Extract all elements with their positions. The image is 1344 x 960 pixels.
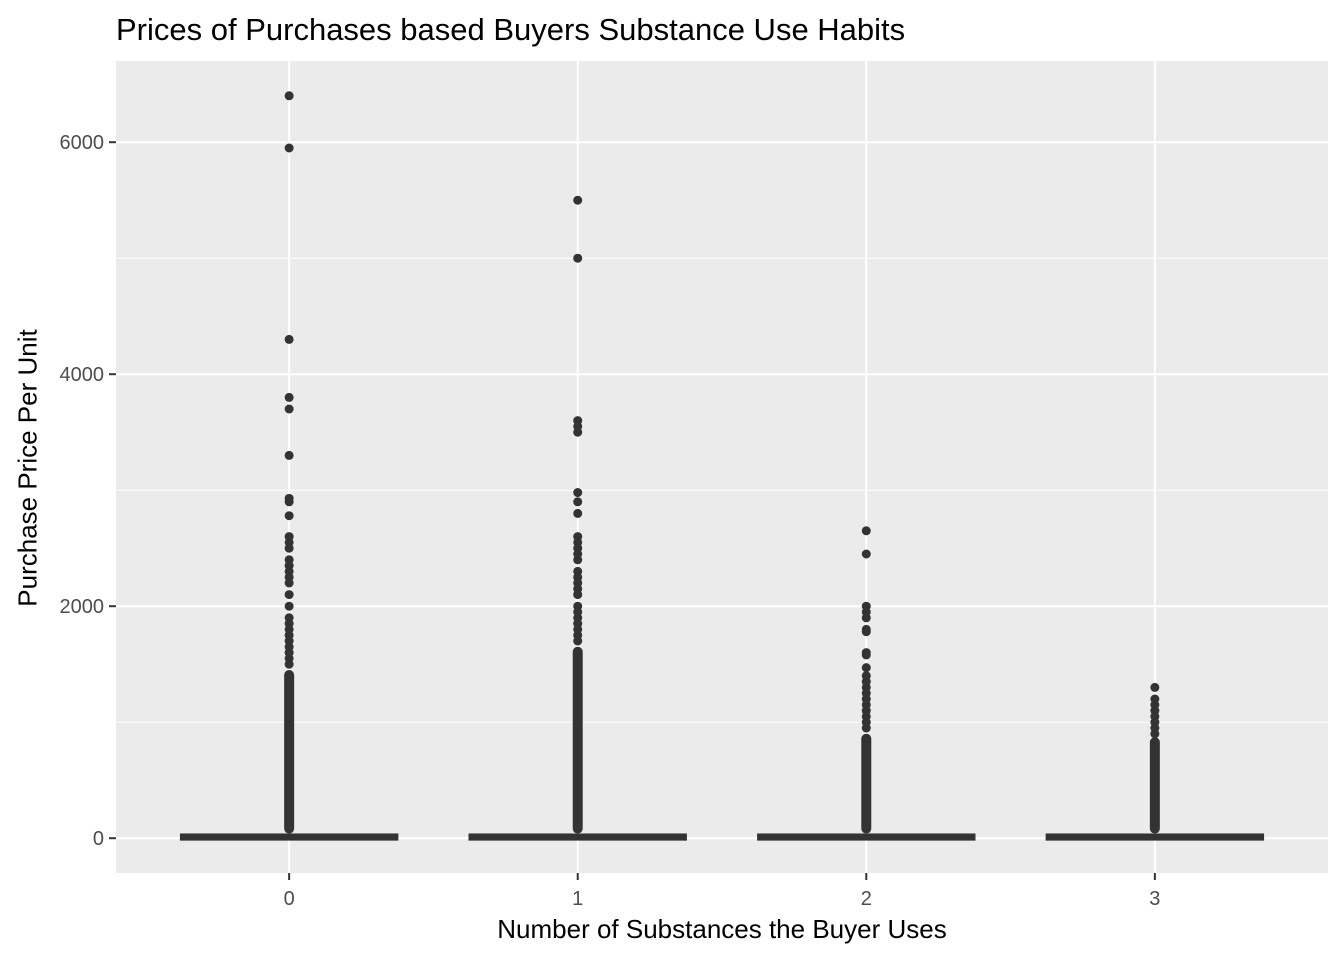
outlier-point: [573, 555, 583, 565]
outlier-point: [861, 627, 871, 637]
outlier-point: [284, 392, 294, 402]
outlier-point: [573, 636, 583, 646]
outlier-point: [861, 650, 871, 660]
plot-panel-background: [116, 61, 1328, 873]
x-tick-label: 3: [1149, 888, 1160, 910]
outlier-point: [573, 253, 583, 263]
x-tick-label: 0: [284, 888, 295, 910]
outlier-point: [284, 590, 294, 600]
outlier-point: [861, 613, 871, 623]
y-tick-label: 2000: [60, 596, 105, 618]
outlier-dense-band: [572, 646, 583, 834]
outlier-point: [284, 578, 294, 588]
box-0: [179, 91, 399, 841]
x-tick-label: 2: [861, 888, 872, 910]
outlier-point: [284, 404, 294, 414]
outlier-point: [1150, 729, 1160, 739]
outlier-point: [573, 195, 583, 205]
outlier-point: [284, 497, 294, 507]
y-tick-label: 4000: [60, 364, 105, 386]
outlier-dense-band: [1149, 737, 1160, 834]
y-tick-label: 0: [93, 828, 104, 850]
y-axis-label: Purchase Price Per Unit: [12, 329, 43, 607]
outlier-point: [284, 659, 294, 669]
outlier-point: [284, 511, 294, 521]
outlier-point: [573, 488, 583, 498]
box-1: [468, 195, 687, 841]
outlier-point: [573, 508, 583, 518]
box-2: [757, 526, 976, 841]
outlier-point: [861, 723, 871, 733]
chart-title: Prices of Purchases based Buyers Substan…: [116, 12, 906, 47]
outlier-point: [573, 590, 583, 600]
outlier-point: [284, 334, 294, 344]
outlier-point: [284, 91, 294, 101]
outlier-point: [284, 450, 294, 460]
outlier-point: [284, 601, 294, 611]
box-3: [1045, 682, 1265, 841]
y-tick-label: 6000: [60, 132, 105, 154]
outlier-point: [573, 427, 583, 437]
x-axis-label: Number of Substances the Buyer Uses: [497, 914, 947, 944]
outlier-point: [861, 549, 871, 559]
outlier-point: [284, 543, 294, 553]
outlier-point: [284, 143, 294, 153]
outlier-point: [861, 663, 871, 673]
x-tick-label: 1: [572, 888, 583, 910]
outlier-dense-band: [284, 670, 295, 834]
outlier-point: [861, 526, 871, 536]
outlier-dense-band: [861, 733, 872, 834]
outlier-point: [1150, 682, 1160, 692]
outlier-point: [573, 497, 583, 507]
